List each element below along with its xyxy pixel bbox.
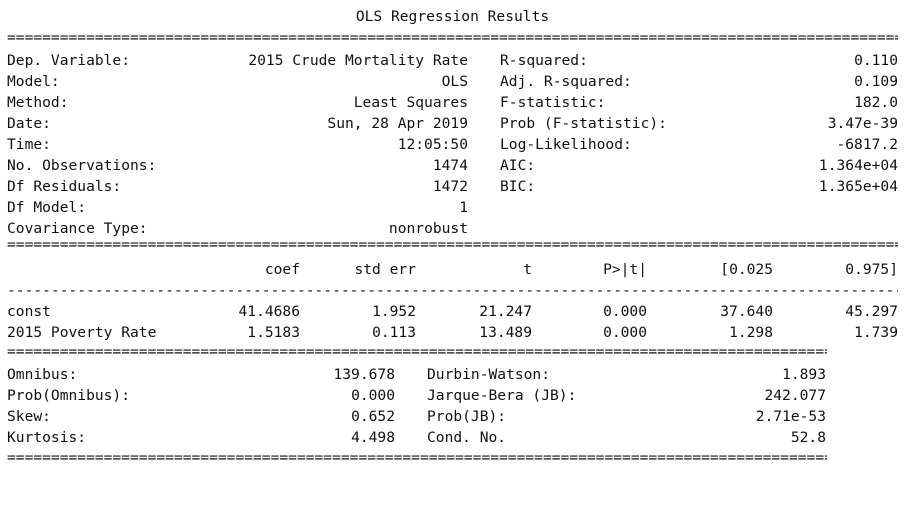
summary-row: Time: 12:05:50 Log-Likelihood: -6817.2: [7, 134, 898, 155]
diagnostic-left-label: Skew:: [7, 408, 51, 425]
ci-lower-header: [0.025: [720, 261, 773, 278]
diagnostic-row: Omnibus: 139.678 Durbin-Watson: 1.893: [7, 364, 898, 385]
ci-lower-value: 1.298: [729, 324, 773, 341]
summary-right-label: Prob (F-statistic):: [500, 115, 667, 132]
ci-upper-value: 45.297: [845, 303, 898, 320]
single-rule: ----------------------------------------…: [7, 284, 898, 298]
diagnostic-left-value: 0.652: [351, 408, 395, 425]
diagnostic-left-label: Prob(Omnibus):: [7, 387, 131, 404]
summary-left-value: 1474: [432, 157, 468, 174]
table-title: OLS Regression Results: [355, 8, 550, 25]
summary-left-value: nonrobust: [388, 220, 468, 237]
diagnostic-left-label: Omnibus:: [7, 366, 78, 383]
row-label: const: [7, 303, 51, 320]
summary-right-label: Log-Likelihood:: [500, 136, 632, 153]
summary-left-value: Least Squares: [353, 94, 468, 111]
summary-right-label: BIC:: [500, 178, 536, 195]
p-header: P>|t|: [603, 261, 647, 278]
summary-left-label: Model:: [7, 73, 60, 90]
summary-row: Model: OLS Adj. R-squared: 0.109: [7, 71, 898, 92]
diagnostic-right-label: Prob(JB):: [427, 408, 507, 425]
summary-row: Date: Sun, 28 Apr 2019 Prob (F-statistic):…: [7, 113, 898, 134]
diagnostic-right-label: Jarque-Bera (JB):: [427, 387, 577, 404]
stderr-value: 0.113: [372, 324, 416, 341]
coef-value: 1.5183: [247, 324, 300, 341]
row-label: 2015 Poverty Rate: [7, 324, 157, 341]
summary-right-value: 3.47e-39: [827, 115, 898, 132]
coef-value: 41.4686: [238, 303, 300, 320]
diagnostic-left-value: 0.000: [351, 387, 395, 404]
double-rule-diag-top: ========================================…: [7, 345, 827, 359]
diagnostic-right-value: 2.71e-53: [755, 408, 826, 425]
regression-summary: OLS Regression Results =================…: [7, 0, 898, 475]
diagnostic-right-label: Durbin-Watson:: [427, 366, 551, 383]
summary-row: Method: Least Squares F-statistic: 182.0: [7, 92, 898, 113]
table-row: const 41.4686 1.952 21.247 0.000 37.640 …: [7, 301, 898, 322]
double-rule-bottom: ========================================…: [7, 451, 827, 465]
summary-right-label: F-statistic:: [500, 94, 606, 111]
summary-right-label: R-squared:: [500, 52, 588, 69]
double-rule-top: ========================================…: [7, 31, 898, 45]
coef-header-row: coef std err t P>|t| [0.025 0.975]: [7, 259, 898, 280]
stderr-header: std err: [354, 261, 416, 278]
summary-left-label: Time:: [7, 136, 51, 153]
summary-right-value: -6817.2: [836, 136, 898, 153]
diagnostic-right-value: 1.893: [782, 366, 826, 383]
summary-right-value: 1.365e+04: [818, 178, 898, 195]
summary-left-label: Dep. Variable:: [7, 52, 131, 69]
diagnostic-right-label: Cond. No.: [427, 429, 507, 446]
summary-right-value: 1.364e+04: [818, 157, 898, 174]
summary-left-value: 1: [459, 199, 468, 216]
diagnostic-right-value: 52.8: [790, 429, 826, 446]
coef-header: coef: [264, 261, 300, 278]
double-rule-coef-top: ========================================…: [7, 238, 898, 252]
t-value: 21.247: [479, 303, 532, 320]
summary-row: Dep. Variable: 2015 Crude Mortality Rate R…: [7, 50, 898, 71]
ci-upper-value: 1.739: [854, 324, 898, 341]
summary-left-label: Df Residuals:: [7, 178, 122, 195]
summary-row: Df Model: 1: [7, 197, 898, 218]
summary-right-value: 182.0: [854, 94, 898, 111]
diagnostic-right-value: 242.077: [764, 387, 826, 404]
summary-right-label: Adj. R-squared:: [500, 73, 632, 90]
ci-upper-header: 0.975]: [845, 261, 898, 278]
diagnostic-row: Prob(Omnibus): 0.000 Jarque-Bera (JB): 242.…: [7, 385, 898, 406]
diagnostic-left-value: 4.498: [351, 429, 395, 446]
t-header: t: [523, 261, 532, 278]
p-value: 0.000: [603, 303, 647, 320]
t-value: 13.489: [479, 324, 532, 341]
summary-left-value: OLS: [441, 73, 468, 90]
summary-left-label: Df Model:: [7, 199, 87, 216]
table-row: 2015 Poverty Rate 1.5183 0.113 13.489 0.…: [7, 322, 898, 343]
summary-right-value: 0.110: [854, 52, 898, 69]
summary-left-value: 1472: [432, 178, 468, 195]
summary-left-label: Covariance Type:: [7, 220, 148, 237]
diagnostic-row: Kurtosis: 4.498 Cond. No. 52.8: [7, 427, 898, 448]
summary-row: Df Residuals: 1472 BIC: 1.365e+04: [7, 176, 898, 197]
summary-left-label: Date:: [7, 115, 51, 132]
stderr-value: 1.952: [372, 303, 416, 320]
summary-right-value: 0.109: [854, 73, 898, 90]
summary-left-label: Method:: [7, 94, 69, 111]
summary-row: Covariance Type: nonrobust: [7, 218, 898, 239]
diagnostic-row: Skew: 0.652 Prob(JB): 2.71e-53: [7, 406, 898, 427]
summary-left-value: 12:05:50: [397, 136, 468, 153]
diagnostic-left-label: Kurtosis:: [7, 429, 87, 446]
summary-left-label: No. Observations:: [7, 157, 157, 174]
summary-right-label: AIC:: [500, 157, 536, 174]
summary-left-value: 2015 Crude Mortality Rate: [248, 52, 468, 69]
ci-lower-value: 37.640: [720, 303, 773, 320]
p-value: 0.000: [603, 324, 647, 341]
summary-left-value: Sun, 28 Apr 2019: [327, 115, 468, 132]
summary-row: No. Observations: 1474 AIC: 1.364e+04: [7, 155, 898, 176]
diagnostic-left-value: 139.678: [333, 366, 395, 383]
